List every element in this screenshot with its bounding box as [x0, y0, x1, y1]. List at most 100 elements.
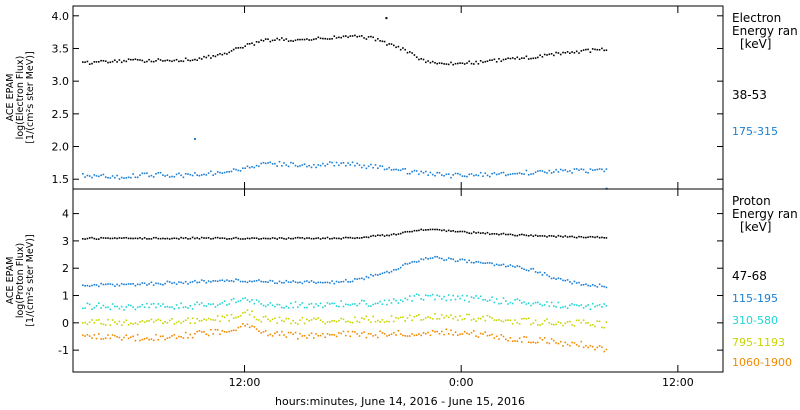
data-point	[361, 332, 363, 334]
data-point	[276, 238, 278, 240]
data-point	[127, 304, 130, 306]
data-point	[114, 321, 116, 323]
data-point	[477, 297, 480, 300]
data-point	[88, 335, 91, 337]
data-point	[319, 319, 322, 321]
data-point	[413, 295, 416, 297]
data-point	[157, 282, 160, 285]
data-point	[562, 51, 564, 54]
series-115-195	[82, 255, 608, 289]
data-point	[292, 280, 294, 282]
data-point	[541, 235, 544, 237]
data-point	[486, 60, 489, 62]
data-point	[340, 238, 342, 240]
data-point	[184, 306, 187, 308]
data-point	[582, 346, 585, 349]
data-point	[532, 322, 535, 324]
data-point	[310, 319, 313, 321]
data-point	[564, 52, 567, 54]
data-point	[100, 338, 102, 340]
data-point	[180, 336, 182, 338]
data-point	[143, 61, 146, 63]
data-point	[228, 171, 230, 173]
data-point	[591, 284, 594, 286]
data-point	[351, 321, 354, 324]
data-point	[495, 61, 498, 63]
data-point	[88, 237, 91, 239]
data-point	[157, 303, 160, 305]
data-point	[283, 334, 285, 336]
data-point	[351, 303, 354, 305]
data-point	[404, 320, 406, 322]
data-point	[166, 337, 169, 339]
data-point	[594, 325, 596, 328]
data-point	[200, 58, 203, 60]
data-point	[315, 38, 317, 40]
data-point	[143, 321, 146, 324]
data-point	[285, 305, 288, 308]
data-point	[452, 334, 454, 336]
data-point	[349, 164, 352, 166]
data-point	[575, 304, 578, 306]
data-point	[335, 37, 338, 39]
data-point	[585, 305, 587, 308]
data-point	[505, 233, 507, 236]
series-795-1193	[82, 309, 608, 329]
data-point	[116, 323, 118, 325]
data-point	[207, 172, 210, 174]
data-point	[470, 319, 473, 321]
data-point	[171, 175, 173, 178]
data-point	[468, 300, 470, 303]
data-point	[331, 320, 333, 322]
data-point	[495, 319, 498, 322]
data-point	[251, 166, 253, 168]
data-point	[418, 229, 420, 232]
data-point	[242, 323, 244, 325]
data-point	[367, 236, 370, 239]
data-point	[413, 169, 416, 172]
data-point	[479, 295, 482, 298]
data-point	[159, 59, 162, 61]
data-point	[409, 314, 411, 317]
data-point	[267, 334, 269, 337]
data-point	[361, 317, 363, 319]
data-point	[88, 303, 91, 306]
data-point	[491, 59, 493, 61]
data-point	[114, 334, 116, 337]
data-point	[418, 294, 420, 296]
data-point	[324, 165, 326, 167]
data-point	[511, 340, 514, 342]
data-point	[589, 285, 592, 287]
data-point	[479, 261, 482, 264]
data-point	[422, 299, 425, 301]
data-point	[479, 171, 482, 174]
data-point	[484, 319, 487, 322]
data-point	[361, 35, 363, 37]
data-point	[189, 237, 192, 240]
data-point	[207, 280, 210, 282]
data-point	[274, 282, 276, 284]
data-point	[379, 234, 381, 237]
data-point	[281, 165, 283, 167]
data-point	[143, 338, 146, 340]
y-axis-label: [1/(cm²s ster MeV)]	[25, 234, 36, 326]
data-point	[84, 285, 86, 287]
data-point	[473, 297, 475, 299]
data-point	[191, 281, 194, 283]
data-point	[292, 333, 294, 336]
data-point	[397, 302, 400, 304]
data-point	[164, 175, 166, 177]
data-point	[322, 306, 324, 309]
data-point	[100, 322, 102, 325]
data-point	[95, 238, 98, 240]
data-point	[340, 317, 342, 320]
data-point	[475, 60, 477, 63]
data-point	[493, 172, 496, 174]
data-point	[486, 334, 489, 337]
data-point	[294, 39, 297, 42]
data-point	[500, 334, 503, 336]
data-point	[351, 237, 354, 239]
data-point	[555, 342, 557, 344]
data-point	[521, 57, 523, 59]
